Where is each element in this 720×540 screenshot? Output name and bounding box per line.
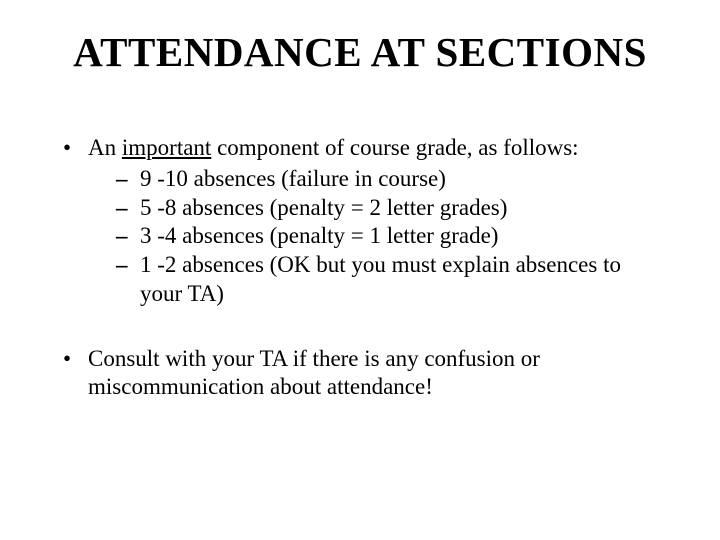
bullet-text-1: An important component of course grade, … bbox=[88, 134, 660, 309]
sub-text-1: 9 -10 absences (failure in course) bbox=[140, 165, 660, 194]
bullet-item-1: • An important component of course grade… bbox=[60, 134, 660, 309]
dash-marker: – bbox=[116, 194, 140, 223]
dash-marker: – bbox=[116, 251, 140, 309]
sub-text-4: 1 -2 absences (OK but you must explain a… bbox=[140, 251, 660, 309]
slide-content: • An important component of course grade… bbox=[60, 134, 660, 402]
sub-item-2: – 5 -8 absences (penalty = 2 letter grad… bbox=[116, 194, 660, 223]
sub-text-3: 3 -4 absences (penalty = 1 letter grade) bbox=[140, 222, 660, 251]
bullet-marker: • bbox=[60, 345, 88, 403]
sub-item-4: – 1 -2 absences (OK but you must explain… bbox=[116, 251, 660, 309]
bullet1-prefix: An bbox=[88, 135, 122, 160]
bullet1-suffix: component of course grade, as follows: bbox=[211, 135, 578, 160]
sub-list: – 9 -10 absences (failure in course) – 5… bbox=[88, 165, 660, 309]
bullet1-underlined: important bbox=[122, 135, 211, 160]
sub-text-2: 5 -8 absences (penalty = 2 letter grades… bbox=[140, 194, 660, 223]
dash-marker: – bbox=[116, 165, 140, 194]
sub-item-3: – 3 -4 absences (penalty = 1 letter grad… bbox=[116, 222, 660, 251]
bullet-text-2: Consult with your TA if there is any con… bbox=[88, 345, 660, 403]
bullet-item-2: • Consult with your TA if there is any c… bbox=[60, 345, 660, 403]
sub-item-1: – 9 -10 absences (failure in course) bbox=[116, 165, 660, 194]
dash-marker: – bbox=[116, 222, 140, 251]
slide-title: ATTENDANCE AT SECTIONS bbox=[60, 28, 660, 76]
bullet-marker: • bbox=[60, 134, 88, 309]
